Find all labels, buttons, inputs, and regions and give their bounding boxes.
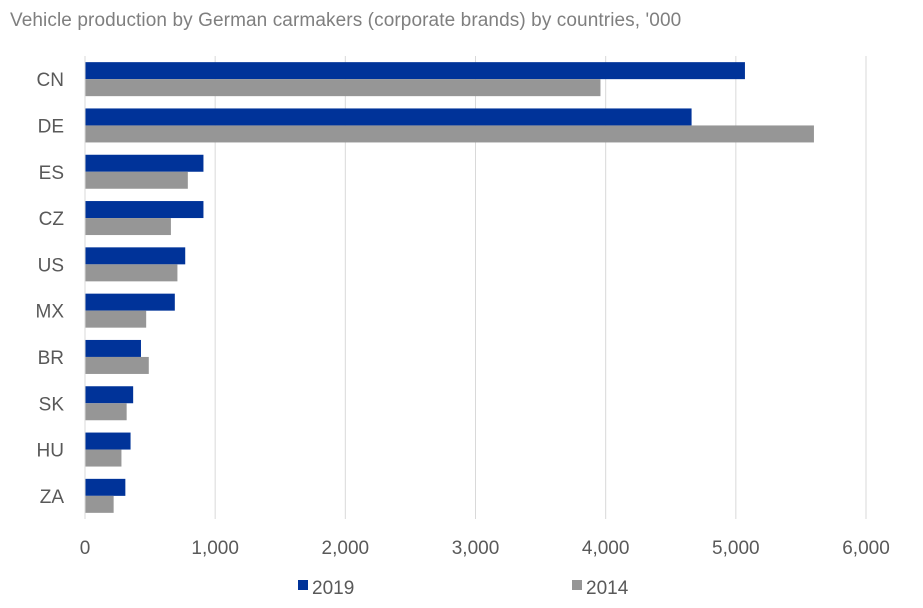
legend-swatch-2014	[572, 580, 582, 590]
legend-swatch-2019	[298, 580, 308, 590]
legend: 2019 2014	[298, 578, 629, 599]
category-label: US	[38, 255, 64, 276]
chart-title: Vehicle production by German carmakers (…	[10, 10, 682, 31]
x-tick-label: 2,000	[322, 538, 370, 559]
bar-2014-es	[85, 171, 188, 189]
bar-2019-hu	[85, 432, 131, 450]
x-tick-label: 5,000	[712, 538, 760, 559]
bar-2014-br	[85, 356, 149, 374]
x-tick-label: 6,000	[842, 538, 890, 559]
x-tick-label: 3,000	[452, 538, 500, 559]
bar-2019-de	[85, 108, 692, 126]
category-label: SK	[39, 394, 65, 415]
x-tick-label: 4,000	[582, 538, 630, 559]
bar-2019-cn	[85, 62, 745, 80]
legend-label-2019: 2019	[312, 578, 354, 599]
bar-2014-mx	[85, 310, 147, 328]
bar-2019-us	[85, 247, 186, 265]
x-tick-label: 0	[80, 538, 91, 559]
category-label: HU	[37, 441, 64, 462]
category-label: DE	[38, 116, 64, 137]
bar-2014-cn	[85, 79, 601, 97]
bars	[85, 62, 814, 513]
bar-2014-cz	[85, 218, 171, 236]
bar-2019-es	[85, 154, 204, 172]
bar-2014-de	[85, 125, 814, 143]
bar-2014-us	[85, 264, 178, 282]
x-tick-label: 1,000	[191, 538, 239, 559]
category-label: ES	[39, 163, 64, 184]
legend-label-2014: 2014	[586, 578, 629, 599]
category-label: BR	[38, 348, 64, 369]
bar-2014-sk	[85, 403, 127, 421]
bar-2014-hu	[85, 449, 122, 467]
gridlines	[214, 56, 867, 519]
bar-2019-cz	[85, 201, 204, 219]
category-label: MX	[36, 302, 65, 323]
bar-2019-za	[85, 478, 126, 496]
bar-2019-sk	[85, 386, 134, 404]
bar-2019-mx	[85, 293, 175, 311]
axes: 0 1,000 2,000 3,000 4,000 5,000 6,000 CN DE ES CZ U…	[36, 56, 890, 559]
category-label: ZA	[40, 487, 65, 508]
category-label: CN	[37, 70, 64, 91]
bar-2019-br	[85, 339, 141, 357]
bar-2014-za	[85, 495, 114, 513]
category-label: CZ	[39, 209, 65, 230]
